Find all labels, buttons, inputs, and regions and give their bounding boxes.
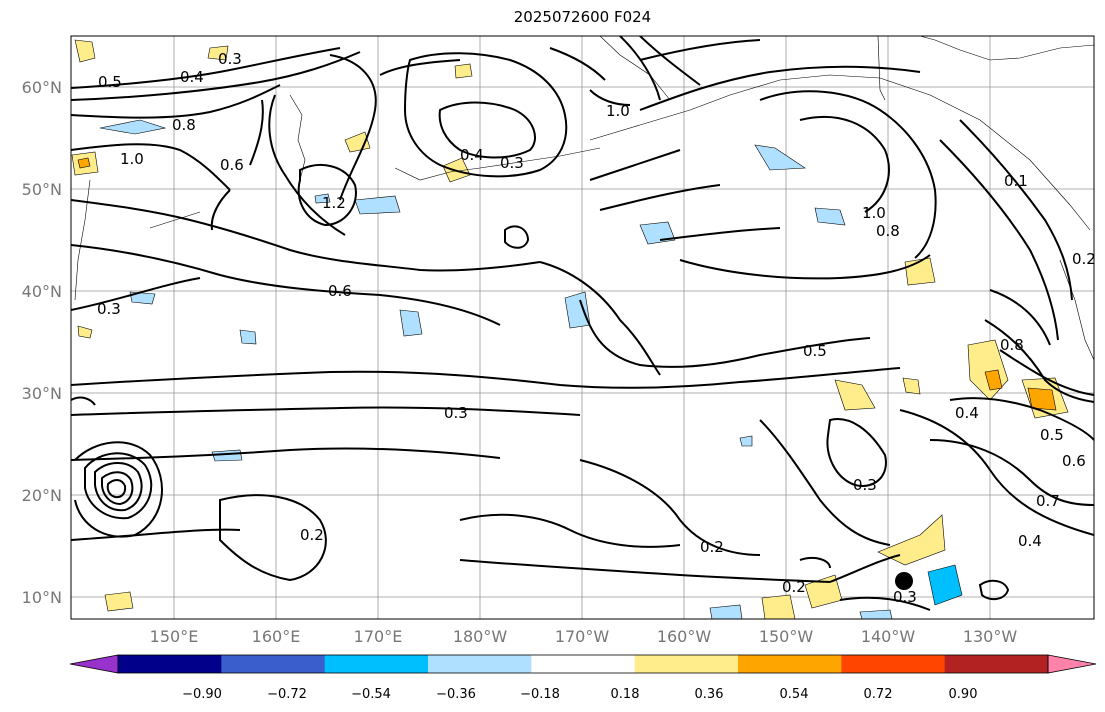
- colorbar-extend-max: [1047, 654, 1097, 674]
- coastlines: [74, 36, 1094, 361]
- contour-label: 0.8: [172, 116, 196, 134]
- contour-label: 0.5: [98, 73, 122, 91]
- lon-label: 130°W: [963, 627, 1018, 646]
- contour-label: 1.2: [322, 194, 346, 212]
- colorbar-extend-min: [69, 654, 119, 674]
- colorbar-tick: 0.54: [780, 687, 809, 702]
- contour-label: 0.8: [876, 222, 900, 240]
- contour-label: 0.4: [180, 68, 204, 86]
- colorbar-segment: [221, 655, 326, 673]
- colorbar-tick: −0.72: [267, 687, 307, 702]
- lat-label: 30°N: [22, 384, 62, 403]
- contour-label: 0.2: [300, 526, 324, 544]
- colorbar-tick: −0.54: [351, 687, 391, 702]
- lat-label: 60°N: [22, 78, 62, 97]
- colorbar-ticks: −0.90 −0.72 −0.54 −0.36 −0.18 0.18 0.36 …: [182, 687, 977, 702]
- contour-label: 0.3: [893, 588, 917, 606]
- contour-label: 0.3: [853, 476, 877, 494]
- contour-label: 0.1: [1004, 172, 1028, 190]
- colorbar-tick: 0.36: [695, 687, 724, 702]
- colorbar-segment: [634, 655, 739, 673]
- contour-label: 0.4: [1018, 532, 1042, 550]
- colorbar-segment: [118, 655, 222, 673]
- colorbar-tick: 0.18: [611, 687, 640, 702]
- colorbar-outline: [117, 654, 1049, 674]
- location-marker: [895, 572, 913, 590]
- contour-label: 0.3: [500, 154, 524, 172]
- lon-label: 160°W: [657, 627, 712, 646]
- contour-label: 0.7: [1036, 492, 1060, 510]
- contour-label: 0.2: [1072, 250, 1096, 268]
- lon-label: 150°E: [150, 627, 199, 646]
- map-title: 2025072600 F024: [513, 8, 652, 26]
- colorbar-tick: −0.18: [520, 687, 560, 702]
- contour-label: 1.0: [120, 150, 144, 168]
- colorbar-tick: −0.90: [182, 687, 222, 702]
- lat-label: 50°N: [22, 180, 62, 199]
- colorbar-segment: [428, 655, 532, 673]
- contour-label: 0.4: [460, 146, 484, 164]
- map-frame: [70, 35, 1095, 620]
- contour-label: 0.5: [1040, 426, 1064, 444]
- contour-label: 0.8: [1000, 336, 1024, 354]
- lon-label: 180°W: [453, 627, 508, 646]
- longitude-labels: 150°E 160°E 170°E 180°W 170°W 160°W 150°…: [150, 627, 1018, 646]
- lon-label: 160°E: [252, 627, 301, 646]
- colorbar: [69, 654, 1097, 674]
- contour-label: 0.6: [328, 282, 352, 300]
- lat-label: 20°N: [22, 486, 62, 505]
- contour-label: 0.4: [955, 404, 979, 422]
- contour-labels: 0.5 0.4 0.3 0.8 1.0 0.6 1.2 0.3 0.4 1.0 …: [97, 50, 1096, 606]
- colorbar-segment: [738, 655, 842, 673]
- lat-label: 40°N: [22, 282, 62, 301]
- contour-label: 0.6: [220, 156, 244, 174]
- colorbar-segment: [944, 655, 1049, 673]
- gridlines: [71, 36, 1094, 619]
- map-area: [71, 36, 1094, 619]
- contour-label: 0.2: [782, 578, 806, 596]
- contour-label: 0.5: [803, 342, 827, 360]
- lon-label: 150°W: [759, 627, 814, 646]
- colorbar-tick: 0.90: [949, 687, 978, 702]
- lon-label: 170°W: [555, 627, 610, 646]
- contour-label: 0.6: [1062, 452, 1086, 470]
- lat-label: 10°N: [22, 588, 62, 607]
- contour-label: 0.3: [97, 300, 121, 318]
- contour-label: 1.0: [862, 204, 886, 222]
- colorbar-segment: [841, 655, 946, 673]
- colorbar-segment: [324, 655, 429, 673]
- colorbar-tick: 0.72: [864, 687, 893, 702]
- contour-label: 1.0: [606, 102, 630, 120]
- contour-label: 0.3: [444, 404, 468, 422]
- contour-lines: [71, 36, 1094, 611]
- colorbar-tick: −0.36: [436, 687, 476, 702]
- latitude-labels: 60°N 50°N 40°N 30°N 20°N 10°N: [22, 78, 62, 607]
- colorbar-segment: [531, 655, 636, 673]
- contour-label: 0.2: [700, 538, 724, 556]
- lon-label: 170°E: [354, 627, 403, 646]
- lon-label: 140°W: [861, 627, 916, 646]
- contour-label: 0.3: [218, 50, 242, 68]
